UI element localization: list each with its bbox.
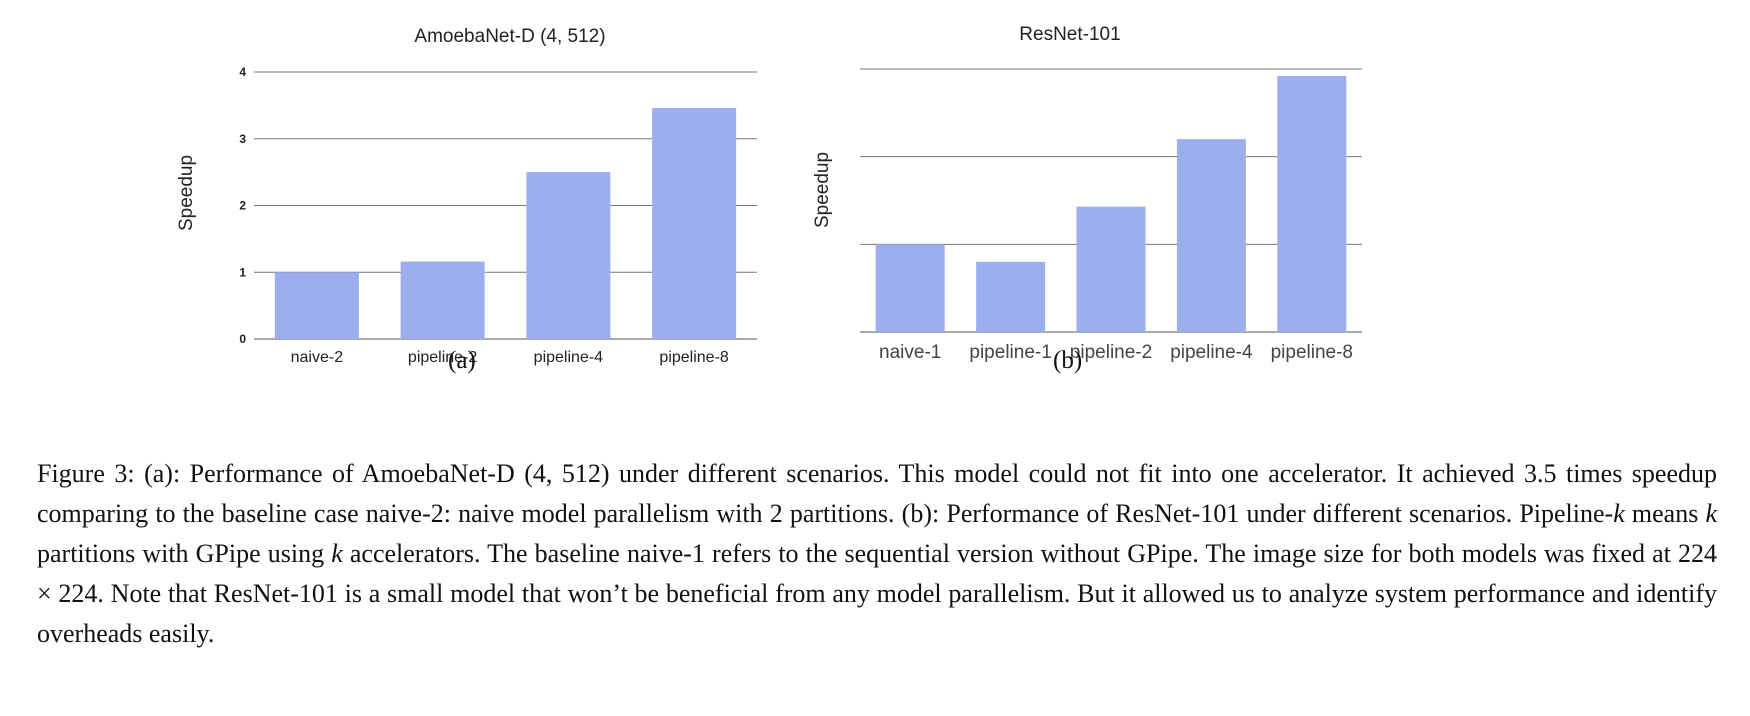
caption-text: accelerators. The baseline naive-1 refer… bbox=[37, 539, 1717, 648]
y-tick-label: 0 bbox=[239, 332, 246, 346]
chart-title: ResNet-101 bbox=[1019, 24, 1121, 45]
x-tick-label: pipeline-2 bbox=[1070, 342, 1152, 363]
x-tick-label: pipeline-4 bbox=[1170, 342, 1253, 363]
x-tick-label: pipeline-1 bbox=[969, 342, 1051, 363]
caption-variable-k: k bbox=[1705, 499, 1718, 528]
bar-pipeline-2 bbox=[1076, 206, 1146, 332]
y-tick-label: 2 bbox=[239, 199, 246, 213]
bar-naive-2 bbox=[274, 272, 359, 339]
y-axis-label: Speedup bbox=[812, 151, 833, 229]
chart-plot-area: 0 1 2 3 4 naive-2 pipeline-2 pipeline-4 pipeline… bbox=[239, 65, 757, 366]
x-tick-label: pipeline-4 bbox=[534, 349, 603, 366]
chart-plot-area: 0123naive-1pipeline-1pipeline-2pipeline-… bbox=[860, 68, 1362, 363]
x-tick-label: pipeline-8 bbox=[659, 349, 728, 366]
caption-variable-k: k bbox=[1613, 499, 1625, 528]
panel-label: (a) bbox=[448, 347, 476, 374]
x-tick-label: naive-1 bbox=[879, 342, 941, 363]
caption-text: partitions with GPipe using bbox=[37, 539, 332, 568]
chart-title: AmoebaNet-D (4, 512) bbox=[414, 26, 606, 47]
y-tick-label: 3 bbox=[239, 132, 246, 146]
caption-text: means bbox=[1624, 499, 1706, 528]
bar-pipeline-8 bbox=[1277, 76, 1347, 332]
bar-pipeline-4 bbox=[526, 172, 611, 339]
panel-label: (b) bbox=[1053, 347, 1083, 374]
x-tick-label: naive-2 bbox=[291, 349, 344, 366]
figure-caption: Figure 3: (a): Performance of AmoebaNet-… bbox=[37, 454, 1717, 654]
y-tick-label: 1 bbox=[239, 265, 246, 279]
bar-naive-1 bbox=[875, 244, 945, 332]
chart-resnet: ResNet-101 Speedup 0123naive-1pipeline-1… bbox=[812, 0, 1560, 430]
caption-text: (a): Performance of AmoebaNet-D (4, 512)… bbox=[37, 459, 1718, 528]
y-axis-label: Speedup bbox=[176, 154, 197, 232]
bar-pipeline-8 bbox=[652, 108, 737, 339]
bar-pipeline-1 bbox=[976, 261, 1046, 332]
x-tick-label: pipeline-2 bbox=[408, 349, 477, 366]
y-tick-label: 4 bbox=[239, 65, 246, 79]
bar-pipeline-4 bbox=[1176, 139, 1246, 332]
bar-pipeline-2 bbox=[400, 261, 485, 339]
caption-variable-k: k bbox=[331, 539, 343, 568]
chart-amoebanet: AmoebaNet-D (4, 512) Speedup 0 1 2 3 4 naive-… bbox=[170, 0, 870, 430]
caption-label: Figure 3: bbox=[37, 459, 135, 488]
x-tick-label: pipeline-8 bbox=[1271, 342, 1353, 363]
